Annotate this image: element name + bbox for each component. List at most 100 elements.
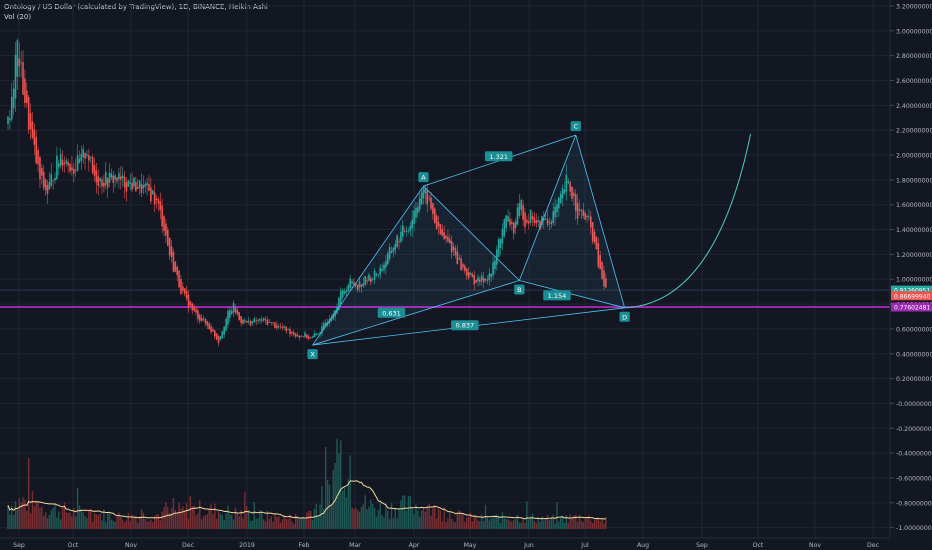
price-tick-label: 1.80000000	[896, 177, 932, 184]
candle-body	[118, 173, 120, 180]
volume-bar	[137, 522, 139, 529]
candle-body	[424, 188, 427, 194]
candle-body	[247, 320, 250, 322]
volume-bar	[341, 490, 344, 529]
candle-body	[255, 320, 257, 322]
candle-body	[20, 62, 22, 63]
volume-bar	[435, 518, 438, 529]
volume-bar	[388, 519, 391, 529]
volume-bar	[86, 518, 88, 529]
candle-body	[300, 336, 303, 338]
volume-bar	[67, 512, 69, 529]
volume-bar	[157, 514, 160, 529]
volume-bar	[296, 516, 299, 529]
candle-body	[292, 332, 295, 335]
volume-bar	[450, 518, 453, 529]
volume-bar	[560, 515, 562, 529]
volume-bar	[503, 518, 506, 529]
time-tick-label: Aug	[637, 542, 649, 549]
candle-body	[449, 239, 451, 244]
candle-body	[565, 174, 568, 192]
volume-bar	[561, 516, 564, 529]
candle-body	[351, 280, 353, 284]
volume-bar	[375, 516, 378, 529]
candle-body	[125, 182, 128, 192]
volume-bar	[490, 517, 492, 529]
candle-body	[392, 247, 395, 253]
volume-bar	[556, 502, 558, 529]
volume-bar	[304, 518, 306, 529]
volume-bar	[123, 522, 126, 529]
volume-bar	[238, 516, 240, 529]
volume-bar	[543, 520, 545, 529]
candle-body	[394, 243, 397, 250]
volume-bar	[351, 507, 353, 529]
candle-body	[507, 216, 509, 222]
candle-body	[420, 192, 423, 205]
volume-bar	[26, 510, 28, 529]
volume-bar	[528, 519, 530, 529]
volume-bar	[422, 507, 425, 529]
candle-body	[323, 323, 325, 330]
candle-body	[110, 173, 113, 178]
chart-grid	[0, 0, 890, 538]
volume-bar	[497, 515, 500, 529]
candle-body	[129, 182, 131, 184]
candle-body	[445, 235, 447, 239]
candle-body	[558, 197, 560, 209]
volume-bar	[526, 501, 528, 529]
candle-body	[469, 272, 472, 275]
candle-body	[168, 237, 171, 256]
volume-indicator-label[interactable]: Vol (20)	[4, 13, 32, 21]
candle-body	[212, 329, 214, 332]
volume-bar	[221, 514, 224, 529]
symbol-title[interactable]: Ontology / US Dollar (calculated by Trad…	[4, 3, 268, 11]
candle-body	[97, 176, 100, 186]
volume-bar	[142, 512, 145, 529]
volume-bar	[533, 521, 536, 529]
candle-body	[245, 321, 248, 323]
volume-bar	[518, 522, 521, 529]
volume-bar	[535, 523, 537, 529]
pattern-point-x-background	[307, 349, 318, 360]
pattern-ratio-label-background	[377, 307, 406, 318]
volume-bar	[244, 491, 246, 529]
candle-body	[556, 204, 558, 212]
candle-body	[315, 333, 318, 336]
price-tick-label: -0.80000000	[896, 500, 932, 507]
candle-body	[605, 278, 607, 288]
candle-body	[550, 221, 553, 225]
volume-bar	[276, 517, 278, 529]
price-axis[interactable]: 3.20000000 3.00000000 2.80000000 2.60000000…	[889, 0, 932, 550]
candle-body	[52, 179, 54, 181]
candle-body	[127, 180, 130, 187]
volume-bar	[206, 514, 208, 529]
volume-bar	[605, 517, 607, 529]
candle-body	[386, 253, 389, 265]
volume-bar	[264, 521, 267, 529]
candle-body	[302, 336, 304, 338]
candle-body	[91, 157, 94, 173]
volume-bar	[599, 521, 601, 529]
candle-body	[586, 216, 588, 218]
pattern-point-a: A	[421, 174, 426, 182]
volume-bar	[234, 507, 237, 529]
time-axis[interactable]: Sep Oct Nov Dec 2019 Feb Mar Apr May Jun Jul Aug Sep…	[0, 537, 890, 549]
candle-body	[522, 204, 524, 220]
volume-bar	[588, 515, 590, 529]
volume-bar	[417, 510, 419, 529]
volume-bar	[349, 455, 351, 529]
volume-bar	[452, 521, 455, 529]
volume-bar	[377, 509, 380, 529]
harmonic-pattern[interactable]: X A B C D 1.321 0.631 1.154 0.837	[307, 121, 752, 360]
candle-body	[112, 175, 115, 183]
volume-bar	[152, 521, 154, 529]
candle-body	[210, 326, 212, 333]
candle-body	[490, 273, 492, 277]
candle-body	[345, 290, 348, 293]
candle-body	[334, 310, 336, 317]
volume-bar	[578, 515, 581, 529]
candle-body	[234, 307, 237, 313]
candle-body	[430, 197, 432, 209]
